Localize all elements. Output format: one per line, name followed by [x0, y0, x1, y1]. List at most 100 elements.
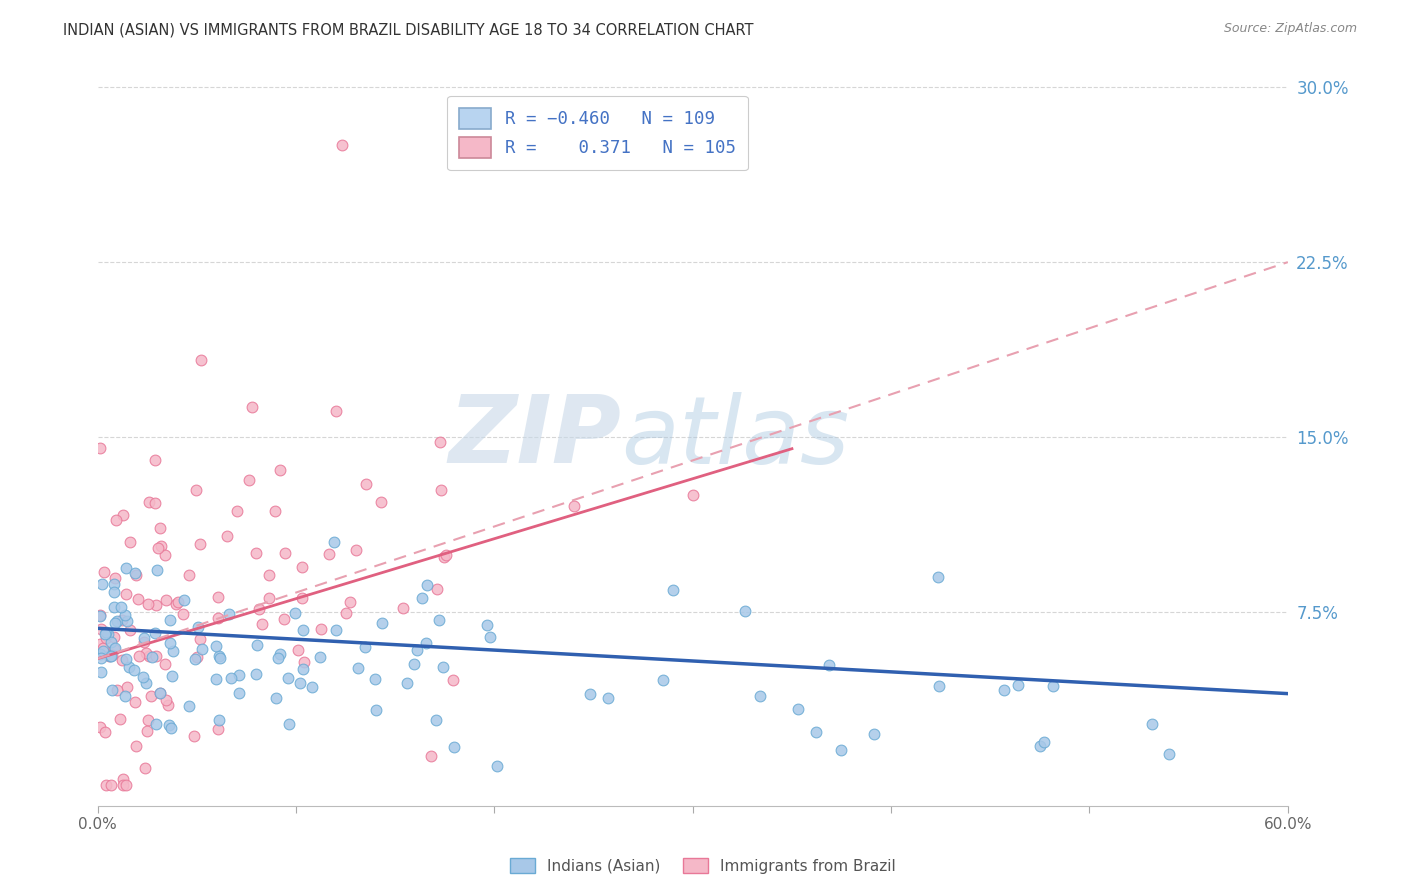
- Point: [145, 649, 167, 664]
- Point: [115, 586, 138, 600]
- Point: [179, 698, 201, 713]
- Point: [104, 640, 127, 655]
- Point: [172, 607, 194, 621]
- Point: [259, 591, 281, 605]
- Point: [115, 561, 138, 575]
- Point: [247, 601, 270, 615]
- Point: [124, 739, 146, 753]
- Point: [138, 713, 160, 727]
- Point: [207, 723, 229, 737]
- Legend: Indians (Asian), Immigrants from Brazil: Indians (Asian), Immigrants from Brazil: [505, 852, 901, 880]
- Point: [103, 642, 125, 657]
- Point: [89, 609, 111, 624]
- Point: [135, 646, 157, 660]
- Point: [221, 671, 243, 685]
- Point: [364, 703, 387, 717]
- Point: [420, 748, 443, 763]
- Point: [208, 713, 231, 727]
- Point: [415, 578, 437, 592]
- Point: [111, 772, 134, 787]
- Point: [734, 603, 756, 617]
- Point: [159, 636, 181, 650]
- Point: [429, 483, 451, 497]
- Point: [131, 670, 153, 684]
- Point: [993, 682, 1015, 697]
- Point: [159, 613, 181, 627]
- Point: [105, 682, 128, 697]
- Point: [155, 593, 177, 607]
- Point: [97, 627, 120, 641]
- Point: [228, 686, 250, 700]
- Point: [927, 570, 949, 584]
- Point: [264, 504, 287, 518]
- Point: [190, 353, 212, 368]
- Point: [111, 613, 134, 627]
- Point: [183, 730, 205, 744]
- Point: [101, 648, 124, 663]
- Point: [278, 717, 301, 731]
- Point: [153, 549, 176, 563]
- Point: [218, 607, 240, 621]
- Point: [100, 648, 122, 663]
- Point: [94, 631, 117, 645]
- Point: [89, 637, 111, 651]
- Point: [364, 673, 387, 687]
- Point: [207, 591, 229, 605]
- Point: [159, 721, 181, 735]
- Point: [292, 655, 315, 669]
- Point: [1007, 678, 1029, 692]
- Point: [208, 648, 231, 663]
- Point: [188, 537, 211, 551]
- Point: [204, 672, 226, 686]
- Point: [157, 718, 180, 732]
- Point: [486, 759, 509, 773]
- Point: [104, 513, 127, 527]
- Point: [143, 625, 166, 640]
- Point: [274, 546, 297, 560]
- Point: [145, 598, 167, 612]
- Point: [246, 639, 269, 653]
- Point: [392, 600, 415, 615]
- Point: [291, 623, 314, 637]
- Point: [179, 567, 201, 582]
- Point: [124, 695, 146, 709]
- Point: [94, 626, 117, 640]
- Point: [145, 563, 167, 577]
- Point: [89, 441, 111, 455]
- Point: [228, 668, 250, 682]
- Point: [91, 577, 114, 591]
- Point: [143, 452, 166, 467]
- Point: [830, 743, 852, 757]
- Point: [273, 612, 295, 626]
- Point: [184, 483, 207, 498]
- Legend: R = −0.460   N = 109, R =    0.371   N = 105: R = −0.460 N = 109, R = 0.371 N = 105: [447, 95, 748, 170]
- Point: [93, 641, 115, 656]
- Point: [806, 725, 828, 739]
- Point: [91, 644, 114, 658]
- Point: [443, 739, 465, 754]
- Point: [90, 622, 112, 636]
- Point: [103, 630, 125, 644]
- Point: [127, 592, 149, 607]
- Point: [155, 657, 177, 672]
- Point: [433, 549, 456, 564]
- Point: [434, 548, 457, 562]
- Point: [150, 539, 173, 553]
- Point: [291, 560, 314, 574]
- Point: [269, 463, 291, 477]
- Point: [441, 673, 464, 687]
- Point: [217, 529, 239, 543]
- Point: [134, 761, 156, 775]
- Point: [155, 692, 177, 706]
- Point: [284, 606, 307, 620]
- Point: [245, 667, 267, 681]
- Point: [787, 702, 810, 716]
- Point: [266, 651, 288, 665]
- Point: [166, 595, 188, 609]
- Point: [104, 615, 127, 630]
- Point: [118, 660, 141, 674]
- Point: [94, 625, 117, 640]
- Point: [1159, 747, 1181, 761]
- Point: [124, 566, 146, 581]
- Point: [135, 724, 157, 739]
